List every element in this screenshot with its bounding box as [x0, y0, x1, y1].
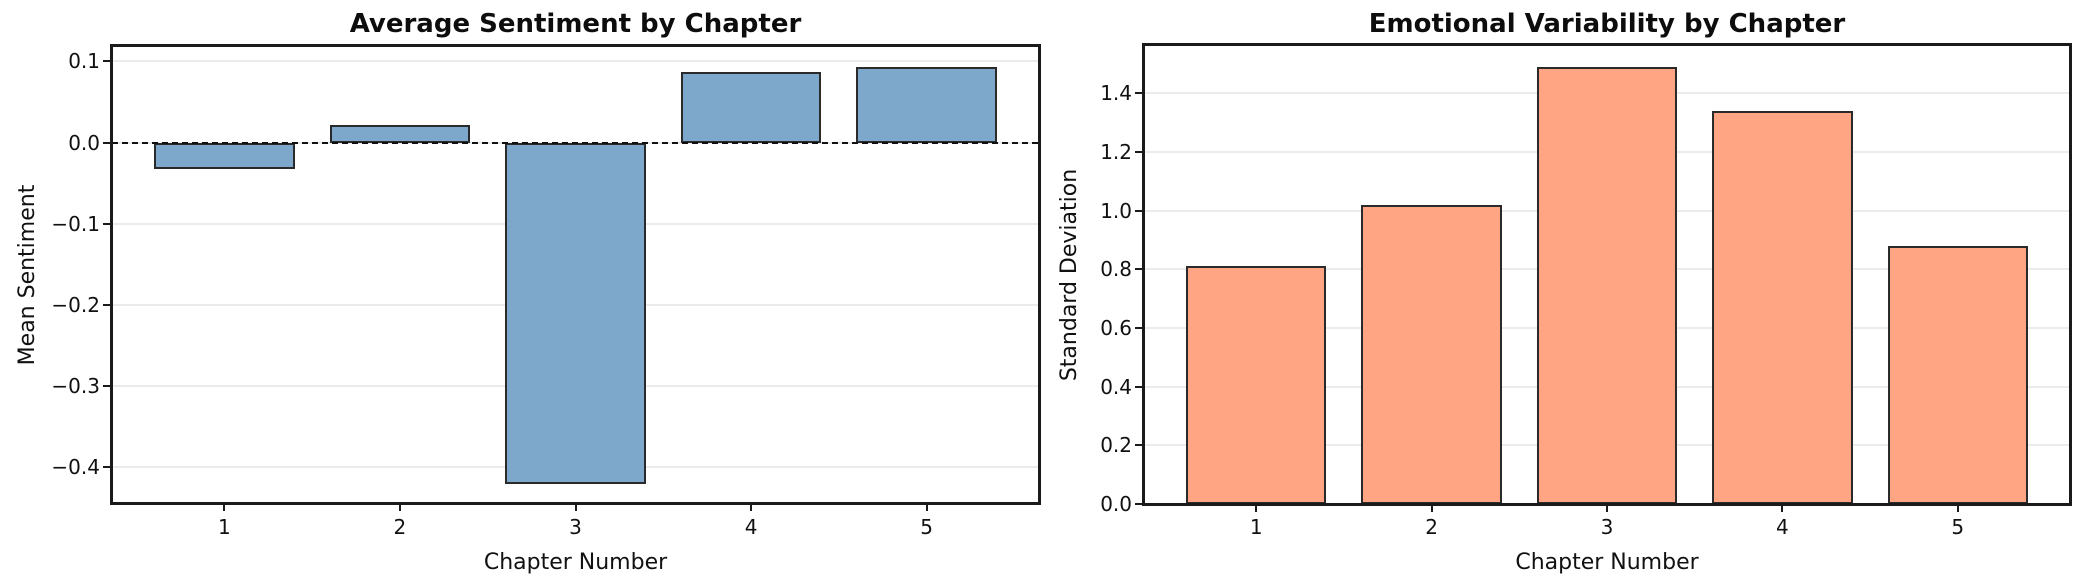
y-tick — [1135, 385, 1144, 388]
y-tick-label: 0.6 — [1100, 316, 1132, 341]
y-axis-label: Standard Deviation — [1057, 168, 1082, 382]
y-tick — [1135, 151, 1144, 154]
bar-chapter-1 — [1186, 266, 1327, 504]
bar-chapter-4 — [1712, 110, 1853, 504]
x-tick — [750, 503, 753, 511]
y-tick — [103, 60, 112, 63]
y-tick-label: 0.4 — [1100, 374, 1132, 399]
chart-title: Emotional Variability by Chapter — [1368, 9, 1846, 39]
x-tick-label: 2 — [393, 515, 407, 539]
y-tick — [1135, 327, 1144, 330]
x-tick-label: 1 — [1249, 515, 1263, 539]
zero-reference-line — [112, 141, 1039, 144]
bar-chapter-4 — [680, 71, 822, 143]
y-tick — [103, 222, 112, 225]
y-tick — [1135, 503, 1144, 505]
y-tick-label: −0.3 — [51, 374, 100, 399]
x-tick-label: 2 — [1425, 515, 1438, 539]
y-tick — [1135, 209, 1144, 212]
chart-title: Average Sentiment by Chapter — [349, 9, 802, 39]
y-tick-label: 0.0 — [1100, 492, 1132, 516]
y-tick — [103, 385, 112, 388]
x-tick-label: 3 — [569, 515, 582, 539]
bar-chapter-1 — [154, 142, 295, 170]
y-tick-label: 0.2 — [1100, 433, 1132, 458]
y-tick — [1135, 444, 1144, 447]
bar-chapter-3 — [1536, 66, 1678, 504]
y-tick-label: 0.1 — [68, 49, 100, 74]
x-axis-label: Chapter Number — [483, 550, 668, 575]
bar-chapter-3 — [505, 142, 646, 484]
x-axis-label: Chapter Number — [1515, 550, 1699, 575]
x-tick-label: 4 — [744, 515, 758, 539]
y-tick — [103, 466, 112, 469]
x-tick — [1606, 504, 1608, 512]
bar-chapter-5 — [856, 67, 997, 143]
bar-chapter-5 — [1887, 245, 2028, 504]
gridline — [112, 60, 1039, 63]
x-tick-label: 5 — [1951, 515, 1965, 539]
y-tick-label: 0.0 — [68, 130, 100, 155]
x-tick — [223, 503, 226, 511]
x-tick-label: 5 — [920, 515, 933, 539]
y-tick-label: 1.2 — [1100, 140, 1132, 165]
x-tick — [1430, 504, 1433, 512]
y-axis-label: Mean Sentiment — [15, 184, 40, 366]
y-tick — [103, 303, 112, 306]
x-tick — [1956, 504, 1959, 512]
bar-chapter-2 — [1361, 204, 1502, 504]
y-tick-label: 0.8 — [1100, 257, 1132, 282]
y-tick-label: −0.4 — [51, 455, 100, 480]
x-tick-label: 4 — [1776, 515, 1789, 539]
x-tick — [925, 503, 928, 511]
y-tick — [103, 141, 112, 144]
y-tick-label: 1.4 — [1100, 81, 1132, 106]
x-tick — [574, 503, 577, 511]
y-tick — [1135, 268, 1144, 271]
y-tick — [1135, 92, 1144, 95]
x-tick — [398, 503, 401, 511]
y-tick-label: 1.0 — [1100, 198, 1132, 223]
y-tick-label: −0.2 — [51, 292, 100, 317]
x-tick-label: 1 — [217, 515, 231, 539]
bar-chapter-2 — [329, 124, 471, 143]
x-tick — [1255, 504, 1258, 512]
x-tick — [1781, 504, 1784, 512]
y-tick-label: −0.1 — [51, 211, 100, 236]
x-tick-label: 3 — [1600, 515, 1614, 539]
